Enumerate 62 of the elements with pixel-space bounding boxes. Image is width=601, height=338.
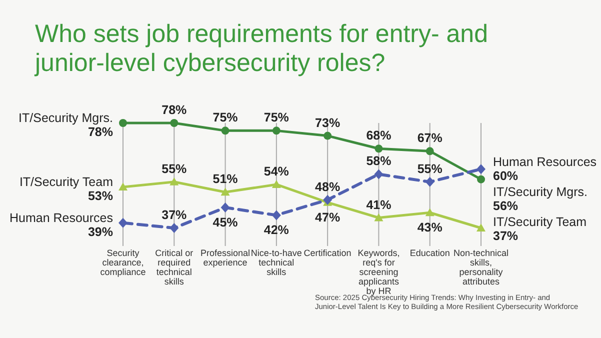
series-label: IT/Security Team (19, 175, 113, 190)
data-label: 55% (162, 162, 187, 176)
data-label: 39% (88, 224, 113, 239)
data-label: 55% (417, 162, 442, 176)
point (170, 177, 179, 186)
data-label: 54% (264, 164, 289, 178)
data-label: 47% (315, 210, 340, 224)
data-label: 48% (315, 180, 340, 194)
text: IT/Security Mgrs. (493, 185, 588, 200)
point (272, 126, 280, 135)
point (374, 213, 384, 222)
data-label: 56% (493, 199, 518, 214)
point (426, 147, 434, 156)
data-label: 60% (493, 169, 518, 184)
data-label: 75% (264, 110, 289, 125)
data-label: 53% (88, 189, 113, 204)
point (118, 218, 128, 228)
x-tick-label: Keywords, req's for screening applicants by HR (358, 248, 400, 296)
x-tick-label: Security clearance, compliance (100, 248, 146, 277)
point (374, 144, 383, 153)
point (324, 132, 332, 140)
point (221, 126, 230, 135)
chart-title: Who sets job requirements for entry- and junior-level cybersecurity roles? (34, 20, 488, 77)
point (119, 119, 127, 127)
data-label: 43% (417, 220, 442, 235)
data-label: 37% (493, 229, 518, 244)
x-tick-label: Certification (304, 248, 352, 258)
data-label: 45% (212, 216, 238, 230)
x-tick-label: Critical or required technical skills (155, 248, 194, 286)
x-tick-label: Education (410, 248, 450, 258)
data-label: 67% (417, 131, 442, 146)
point (476, 164, 486, 174)
data-label: 75% (212, 110, 238, 125)
point (272, 180, 281, 188)
point (220, 188, 230, 196)
point (374, 169, 384, 180)
data-label: 37% (162, 208, 187, 222)
data-label: 73% (315, 116, 340, 130)
data-label: 68% (366, 128, 392, 143)
point (170, 119, 178, 127)
point (477, 175, 485, 184)
point (272, 210, 281, 220)
point (118, 182, 128, 191)
text: Human Resources (493, 155, 597, 170)
point (425, 176, 434, 187)
data-label: 42% (264, 223, 289, 238)
point (170, 223, 179, 233)
x-tick-label: Professional experience (200, 248, 250, 268)
data-label: 58% (366, 154, 392, 168)
text: IT/Security Team (493, 215, 587, 230)
data-label: 41% (366, 198, 392, 212)
point (220, 202, 230, 213)
data-label: 51% (212, 172, 238, 186)
series-label: Human Resources (9, 210, 113, 225)
x-tick-label: Non-technical skills, personality attributes (453, 248, 509, 286)
data-label: 78% (88, 125, 113, 139)
point (425, 208, 434, 216)
point (323, 194, 332, 205)
series-label: IT/Security Mgrs. (18, 111, 113, 125)
data-label: 78% (162, 103, 187, 117)
point (476, 224, 486, 232)
x-tick-label: Nice-to-have technical skills (250, 248, 302, 277)
